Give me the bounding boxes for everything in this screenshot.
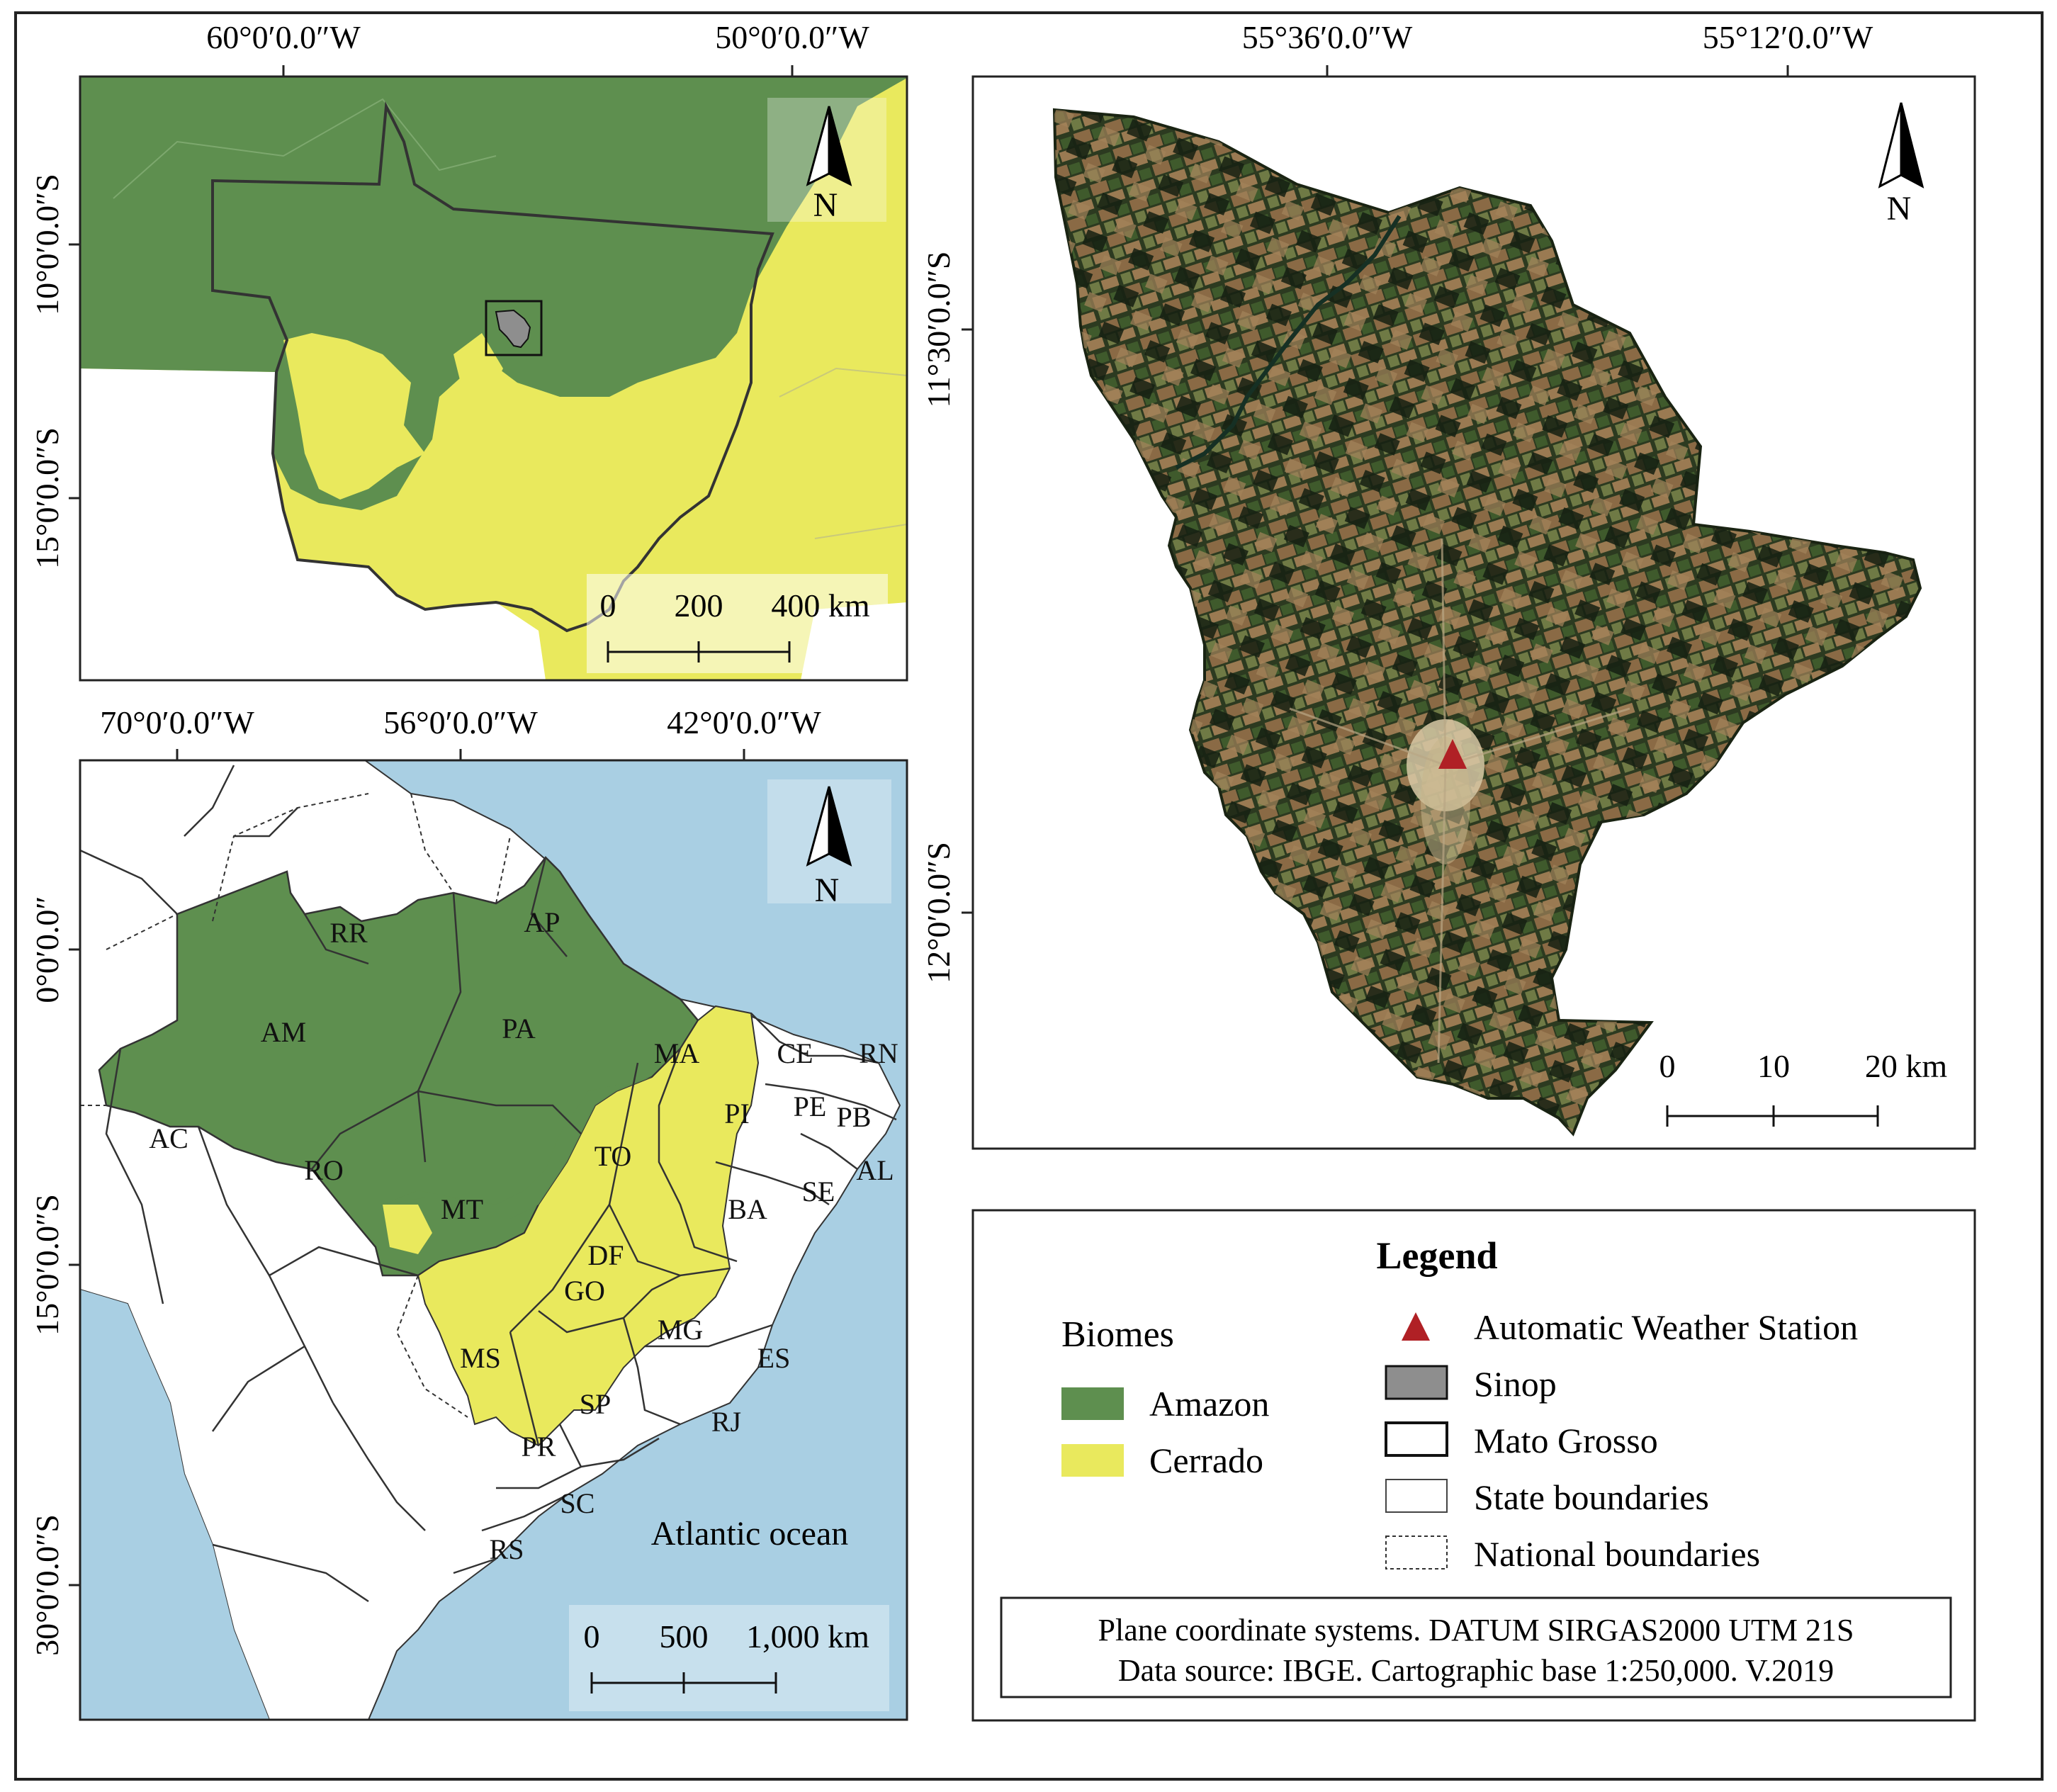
source-note-box: [1000, 1596, 1952, 1698]
state-label: MT: [441, 1193, 483, 1225]
state-label: PI: [724, 1098, 750, 1129]
source-note-line: Data source: IBGE. Cartographic base 1:2…: [1118, 1653, 1834, 1688]
state-labels: RR AP AM PA MA CE RN PI PE PB AC RO TO A…: [149, 906, 898, 1565]
state-label: RS: [490, 1533, 524, 1565]
state-label: TO: [594, 1140, 632, 1172]
state-label: DF: [587, 1239, 624, 1271]
sinop-area: [495, 309, 531, 349]
legend-label: Amazon: [1149, 1384, 1269, 1424]
mato-grosso-swatch: [1385, 1421, 1448, 1457]
svg-text:0: 0: [600, 587, 616, 624]
north-label: N: [813, 186, 838, 224]
state-label: AC: [149, 1122, 188, 1154]
state-label: CE: [777, 1037, 813, 1069]
north-label: N: [1887, 190, 1912, 227]
coord-label: 55°12′0.0″W: [1703, 19, 1873, 55]
state-label: RO: [304, 1154, 344, 1186]
state-boundaries-swatch: [1385, 1479, 1448, 1513]
state-label: MA: [654, 1037, 700, 1069]
cerrado-swatch: [1061, 1444, 1124, 1477]
legend-label: Mato Grosso: [1474, 1421, 1658, 1460]
scalebar-right: 0 10 20 km: [1659, 1048, 1948, 1127]
state-label: RN: [859, 1037, 898, 1069]
weather-station-icon: [1438, 739, 1467, 769]
amazon-biome-area: [80, 77, 907, 510]
inset-map-mato-grosso: N 0 200 400 km 60°0′0.0″W 50°0′0.0″W 10°…: [29, 19, 908, 682]
national-boundaries-swatch: [1385, 1535, 1448, 1570]
state-label: PB: [837, 1101, 872, 1133]
svg-text:200: 200: [675, 587, 723, 624]
legend-label: National boundaries: [1474, 1534, 1760, 1574]
state-label: AM: [261, 1016, 306, 1048]
svg-text:400 km: 400 km: [771, 587, 870, 624]
legend-label: Sinop: [1474, 1364, 1557, 1404]
svg-text:1,000 km: 1,000 km: [746, 1618, 869, 1655]
legend-label: Automatic Weather Station: [1474, 1307, 1858, 1347]
state-label: BA: [728, 1193, 767, 1225]
coord-label: 42°0′0.0″W: [667, 704, 821, 740]
amazon-swatch: [1061, 1387, 1124, 1420]
state-label: SE: [802, 1176, 835, 1207]
legend-label: Cerrado: [1149, 1441, 1263, 1480]
river: [1175, 215, 1402, 470]
state-label: RJ: [711, 1406, 741, 1438]
figure-frame: [14, 11, 2044, 1781]
coord-label: 50°0′0.0″W: [715, 19, 869, 55]
sinop-swatch: [1385, 1365, 1448, 1400]
coord-label: 15°0′0.0″S: [29, 1194, 65, 1336]
coord-label: 11°30′0.0″S: [920, 252, 957, 408]
coord-label: 56°0′0.0″W: [383, 704, 538, 740]
ocean-label: Atlantic ocean: [651, 1515, 849, 1552]
state-label: GO: [564, 1275, 605, 1307]
svg-text:500: 500: [660, 1618, 709, 1655]
main-map-sinop: N 0 10 20 km 55°36′0.0″W 55°12′0.0″W 11°…: [920, 19, 1976, 1150]
source-note-line: Plane coordinate systems. DATUM SIRGAS20…: [1098, 1613, 1854, 1647]
svg-text:0: 0: [1659, 1048, 1676, 1084]
inset-map-brazil: RR AP AM PA MA CE RN PI PE PB AC RO TO A…: [29, 704, 908, 1721]
north-label: N: [815, 872, 840, 909]
svg-text:10: 10: [1757, 1048, 1790, 1084]
svg-text:20 km: 20 km: [1865, 1048, 1948, 1084]
weather-station-icon: [1402, 1312, 1430, 1341]
svg-text:0: 0: [584, 1618, 600, 1655]
state-label: PE: [794, 1091, 827, 1122]
coord-label: 70°0′0.0″W: [100, 704, 254, 740]
coord-label: 10°0′0.0″S: [29, 174, 65, 315]
legend-label: State boundaries: [1474, 1477, 1709, 1517]
coord-label: 15°0′0.0″S: [29, 427, 65, 569]
state-label: MS: [460, 1342, 501, 1374]
coord-label: 55°36′0.0″W: [1242, 19, 1413, 55]
state-label: PR: [522, 1431, 556, 1463]
biomes-title: Biomes: [1061, 1314, 1174, 1355]
legend-panel: Legend Biomes Amazon Cerrado Automatic W…: [971, 1209, 1976, 1722]
scalebar-top-left: 0 200 400 km: [600, 587, 870, 663]
national-boundaries: [80, 793, 511, 1418]
state-label: AL: [856, 1154, 894, 1186]
other-land-area: [80, 368, 546, 680]
coord-label: 12°0′0.0″S: [920, 842, 957, 984]
state-label: ES: [757, 1342, 791, 1374]
state-boundaries: [303, 857, 897, 1574]
state-label: SP: [580, 1388, 612, 1420]
cerrado-lobe: [283, 333, 425, 500]
north-arrow-icon: [806, 106, 852, 186]
sinop-location-box: [485, 300, 543, 356]
state-label: PA: [502, 1013, 536, 1044]
coord-label: 0°0′0.0″: [29, 896, 65, 1003]
north-arrow-icon: [806, 786, 852, 867]
state-label: SC: [560, 1487, 595, 1519]
state-label: AP: [524, 906, 560, 938]
coord-label: 60°0′0.0″W: [206, 19, 361, 55]
legend-title: Legend: [1376, 1234, 1497, 1277]
scalebar-bottom-left: 0 500 1,000 km: [584, 1618, 869, 1694]
state-label: MG: [658, 1314, 703, 1346]
north-arrow-icon: [1878, 102, 1924, 188]
coord-label: 30°0′0.0″S: [29, 1514, 65, 1656]
state-label: RR: [329, 917, 368, 949]
